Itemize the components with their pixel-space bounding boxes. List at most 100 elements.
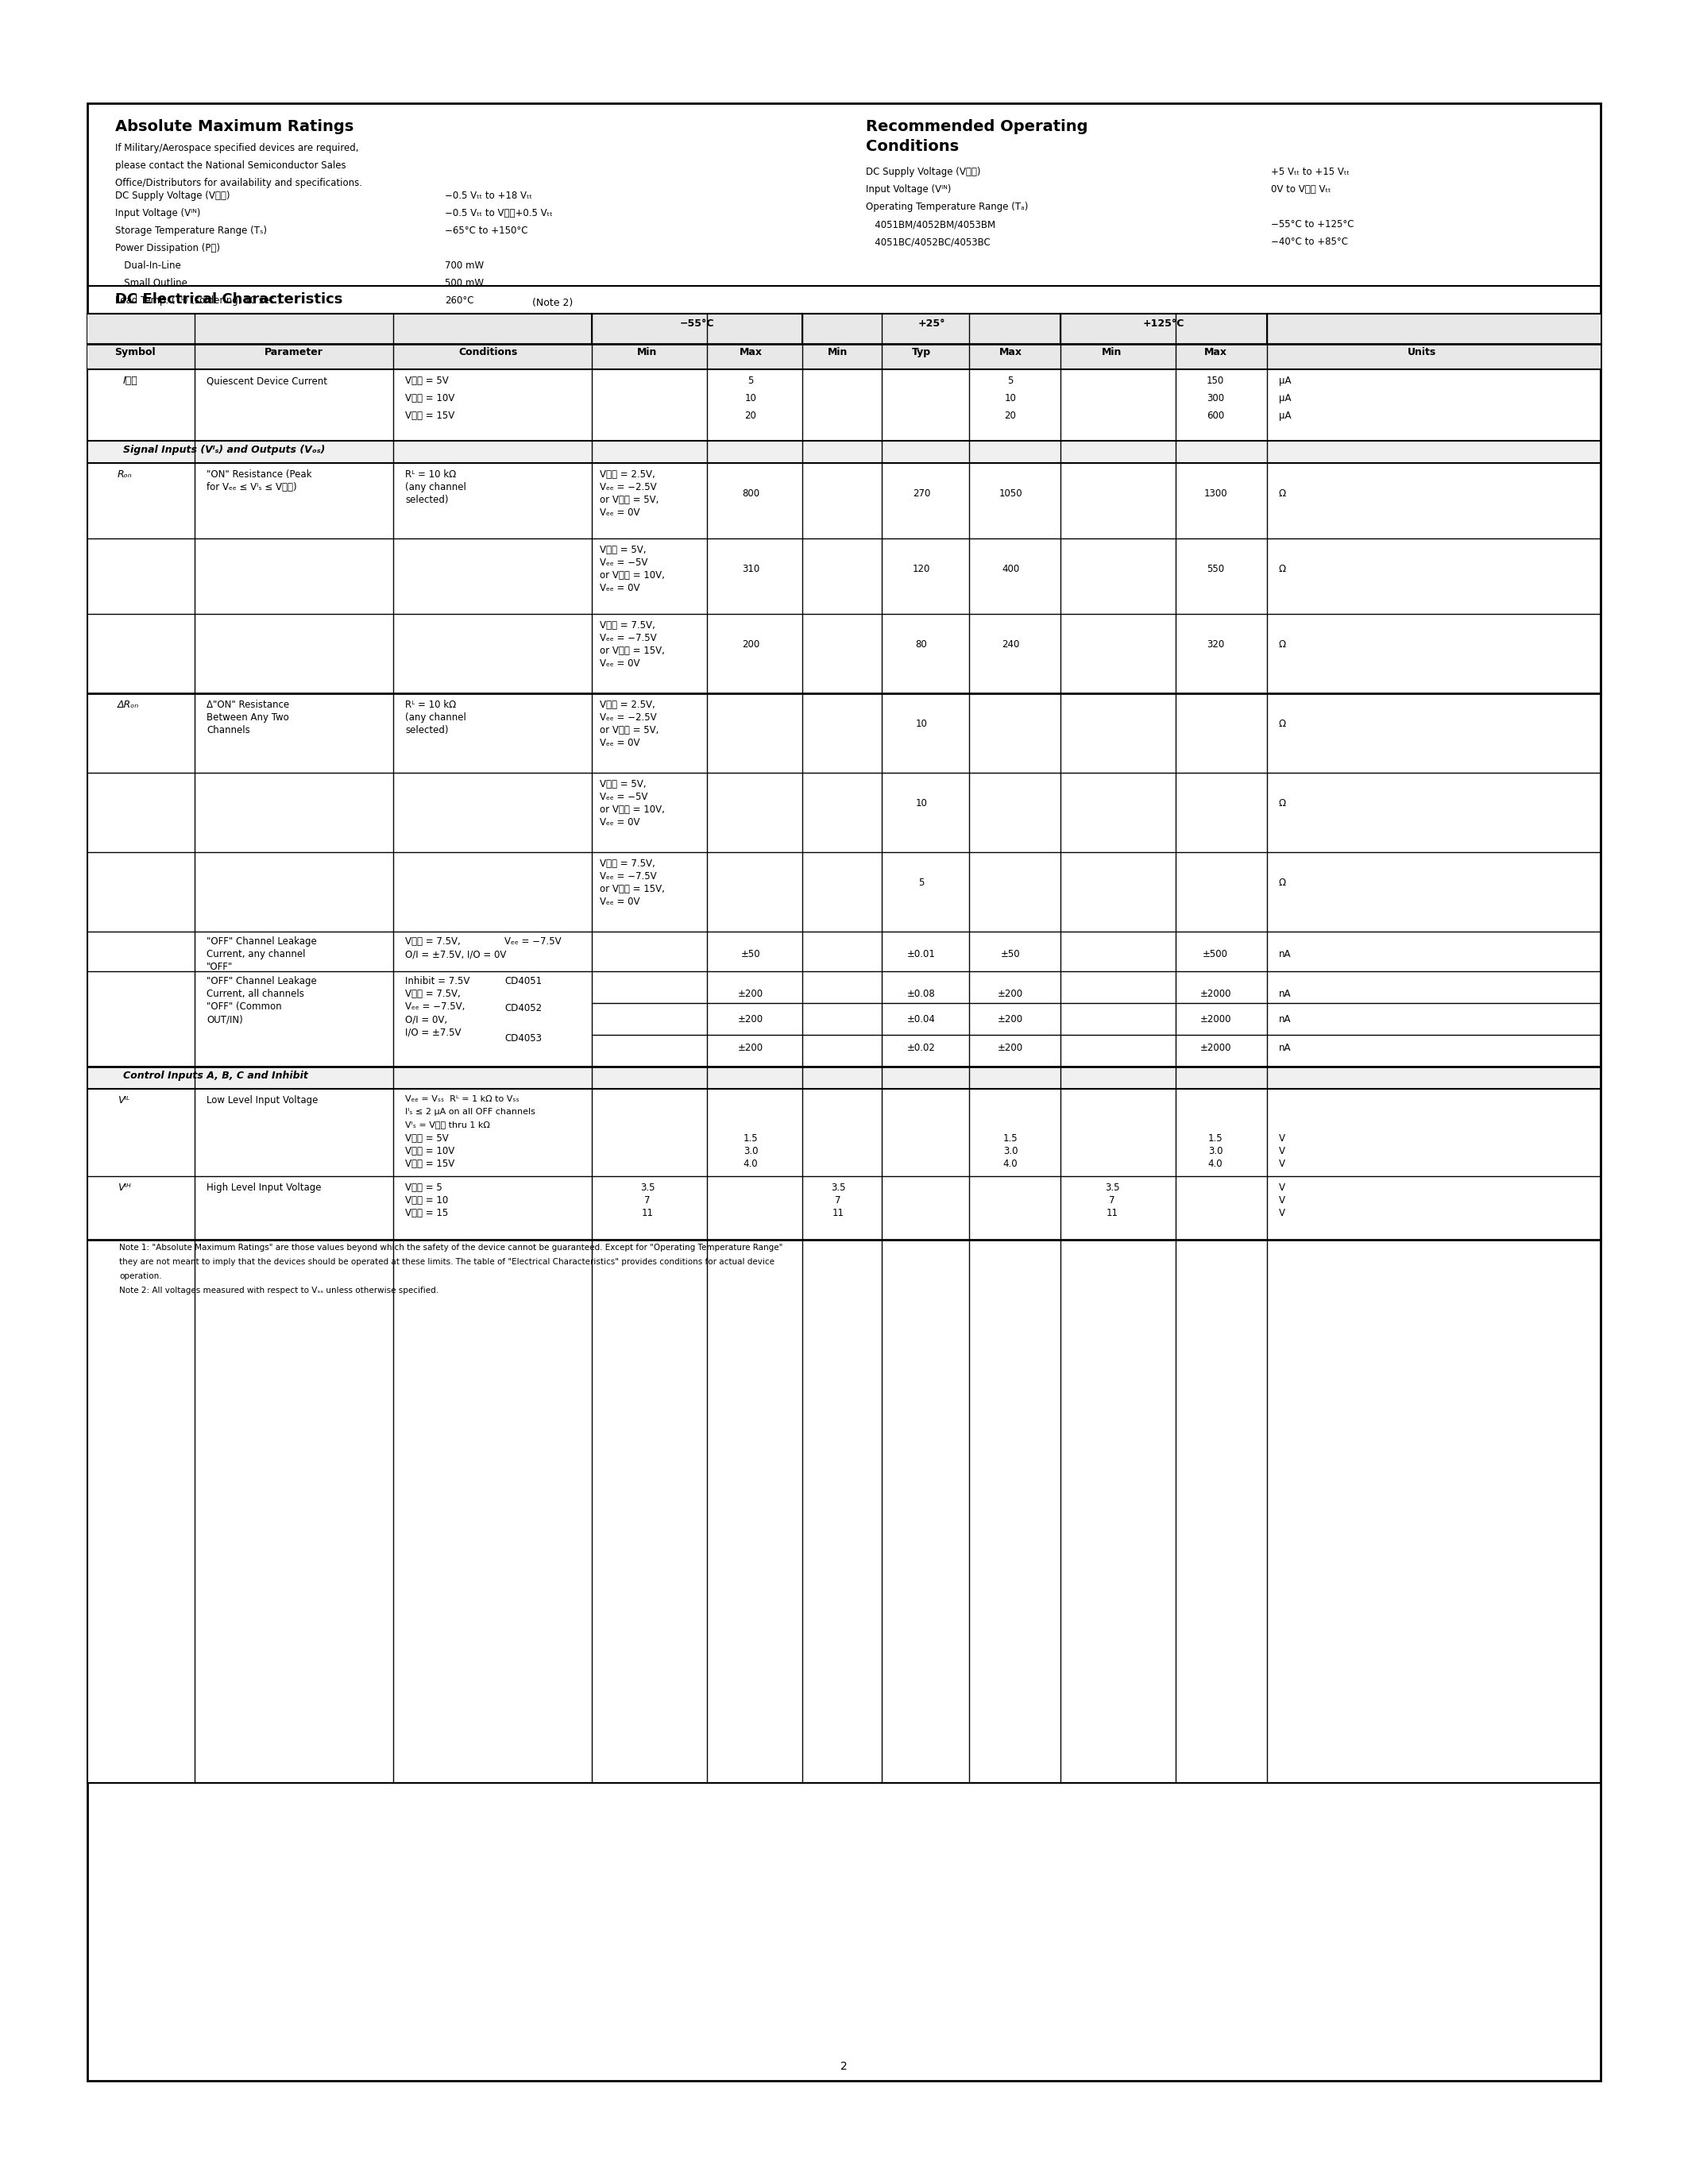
Text: V₝₝ = 5V: V₝₝ = 5V (405, 376, 449, 387)
Text: Rₒₙ: Rₒₙ (118, 470, 132, 480)
Text: 240: 240 (1001, 640, 1020, 649)
Text: 600: 600 (1207, 411, 1224, 422)
Text: Ω: Ω (1280, 489, 1286, 498)
Text: ±50: ±50 (741, 950, 760, 959)
Text: nA: nA (1280, 989, 1291, 998)
Text: 7: 7 (836, 1195, 841, 1206)
Text: +125°C: +125°C (1143, 319, 1185, 330)
Text: "OFF" (Common: "OFF" (Common (206, 1002, 282, 1011)
Text: 1300: 1300 (1204, 489, 1227, 498)
Text: ±200: ±200 (738, 989, 763, 998)
Text: Min: Min (638, 347, 658, 358)
Text: −55°C: −55°C (680, 319, 714, 330)
Text: V₝₝ = 15: V₝₝ = 15 (405, 1208, 449, 1219)
Text: Current, any channel: Current, any channel (206, 950, 306, 959)
Bar (88, 103, 1600, 2081)
Text: V₝₝ = 5V,: V₝₝ = 5V, (599, 544, 647, 555)
Text: CD4053: CD4053 (505, 1033, 542, 1044)
Text: Vₑₑ = −7.5V: Vₑₑ = −7.5V (505, 937, 562, 946)
Text: (Note 2): (Note 2) (532, 297, 572, 308)
Text: +5 Vₜₜ to +15 Vₜₜ: +5 Vₜₜ to +15 Vₜₜ (1271, 166, 1349, 177)
Text: Min: Min (827, 347, 847, 358)
Text: −0.5 Vₜₜ to V₝₝+0.5 Vₜₜ: −0.5 Vₜₜ to V₝₝+0.5 Vₜₜ (446, 207, 552, 218)
Text: 11: 11 (641, 1208, 653, 1219)
Text: 500 mW: 500 mW (446, 277, 484, 288)
Text: 550: 550 (1207, 563, 1224, 574)
Text: "OFF" Channel Leakage: "OFF" Channel Leakage (206, 937, 317, 946)
Text: 120: 120 (913, 563, 930, 574)
Text: operation.: operation. (120, 1273, 162, 1280)
Text: please contact the National Semiconductor Sales: please contact the National Semiconducto… (115, 159, 346, 170)
Text: V₝₝ = 2.5V,: V₝₝ = 2.5V, (599, 470, 655, 480)
Text: or V₝₝ = 5V,: or V₝₝ = 5V, (599, 725, 658, 736)
Text: 1.5: 1.5 (1003, 1133, 1018, 1144)
Text: Between Any Two: Between Any Two (206, 712, 289, 723)
Text: Symbol: Symbol (115, 347, 155, 358)
Text: 4.0: 4.0 (1003, 1160, 1018, 1168)
Text: +25°: +25° (918, 319, 945, 330)
Text: μA: μA (1280, 376, 1291, 387)
Text: Input Voltage (Vᴵᴺ): Input Voltage (Vᴵᴺ) (866, 183, 950, 194)
Text: V₝₝ = 5: V₝₝ = 5 (405, 1182, 442, 1192)
Text: Power Dissipation (P₝): Power Dissipation (P₝) (115, 242, 219, 253)
Bar (88, 1066, 1600, 1090)
Text: 3.0: 3.0 (1209, 1147, 1222, 1155)
Text: 7: 7 (1109, 1195, 1116, 1206)
Text: Rᴸ = 10 kΩ: Rᴸ = 10 kΩ (405, 470, 456, 480)
Text: V₝₝ = 10V: V₝₝ = 10V (405, 1147, 454, 1155)
Text: ±200: ±200 (998, 1042, 1023, 1053)
Text: 2: 2 (841, 2062, 847, 2073)
Text: Vₑₑ = 0V: Vₑₑ = 0V (599, 657, 640, 668)
Text: 260°C: 260°C (446, 295, 474, 306)
Text: Ω: Ω (1280, 878, 1286, 889)
Text: 10: 10 (744, 393, 756, 404)
Text: Low Level Input Voltage: Low Level Input Voltage (206, 1094, 317, 1105)
Text: Current, all channels: Current, all channels (206, 989, 304, 998)
Text: "ON" Resistance (Peak: "ON" Resistance (Peak (206, 470, 312, 480)
Text: 300: 300 (1207, 393, 1224, 404)
Text: Input Voltage (Vᴵᴺ): Input Voltage (Vᴵᴺ) (115, 207, 201, 218)
Text: Vₑₑ = −7.5V,: Vₑₑ = −7.5V, (405, 1002, 464, 1011)
Bar (88, 441, 1600, 463)
Text: Units: Units (1408, 347, 1436, 358)
Text: 5: 5 (1008, 376, 1013, 387)
Text: 5: 5 (748, 376, 753, 387)
Text: Vₑₑ = −2.5V: Vₑₑ = −2.5V (599, 712, 657, 723)
Text: 320: 320 (1207, 640, 1224, 649)
Text: 3.0: 3.0 (1003, 1147, 1018, 1155)
Text: Storage Temperature Range (Tₛ): Storage Temperature Range (Tₛ) (115, 225, 267, 236)
Text: Office/Distributors for availability and specifications.: Office/Distributors for availability and… (115, 177, 363, 188)
Text: CD4052: CD4052 (505, 1002, 542, 1013)
Text: Vₑₑ = 0V: Vₑₑ = 0V (599, 898, 640, 906)
Text: I₝₝: I₝₝ (123, 376, 138, 387)
Bar (88, 314, 1600, 369)
Text: 3.5: 3.5 (1104, 1182, 1119, 1192)
Text: μA: μA (1280, 393, 1291, 404)
Text: V: V (1280, 1182, 1285, 1192)
Text: −55°C to +125°C: −55°C to +125°C (1271, 218, 1354, 229)
Text: Vₑₑ = −7.5V: Vₑₑ = −7.5V (599, 633, 657, 644)
Text: for Vₑₑ ≤ Vᴵₛ ≤ V₝₝): for Vₑₑ ≤ Vᴵₛ ≤ V₝₝) (206, 483, 297, 491)
Text: 200: 200 (741, 640, 760, 649)
Text: Typ: Typ (912, 347, 932, 358)
Text: ±0.08: ±0.08 (906, 989, 935, 998)
Text: I/O = ±7.5V: I/O = ±7.5V (405, 1026, 461, 1037)
Text: ±200: ±200 (738, 1042, 763, 1053)
Text: V₝₝ = 2.5V,: V₝₝ = 2.5V, (599, 699, 655, 710)
Text: V: V (1280, 1208, 1285, 1219)
Text: 5: 5 (918, 878, 925, 889)
Text: (any channel: (any channel (405, 712, 466, 723)
Text: 0V to V₝₝ Vₜₜ: 0V to V₝₝ Vₜₜ (1271, 183, 1330, 194)
Text: Quiescent Device Current: Quiescent Device Current (206, 376, 327, 387)
Text: Absolute Maximum Ratings: Absolute Maximum Ratings (115, 120, 354, 133)
Text: V₝₝ = 7.5V,: V₝₝ = 7.5V, (405, 989, 461, 998)
Text: Parameter: Parameter (265, 347, 324, 358)
Text: ±50: ±50 (1001, 950, 1020, 959)
Text: 7: 7 (645, 1195, 650, 1206)
Text: 80: 80 (915, 640, 927, 649)
Text: ±2000: ±2000 (1200, 1042, 1231, 1053)
Text: If Military/Aerospace specified devices are required,: If Military/Aerospace specified devices … (115, 142, 358, 153)
Text: Signal Inputs (Vᴵₛ) and Outputs (Vₒₛ): Signal Inputs (Vᴵₛ) and Outputs (Vₒₛ) (123, 446, 326, 454)
Text: V₝₝ = 5V: V₝₝ = 5V (405, 1133, 449, 1144)
Text: Vₑₑ = 0V: Vₑₑ = 0V (599, 817, 640, 828)
